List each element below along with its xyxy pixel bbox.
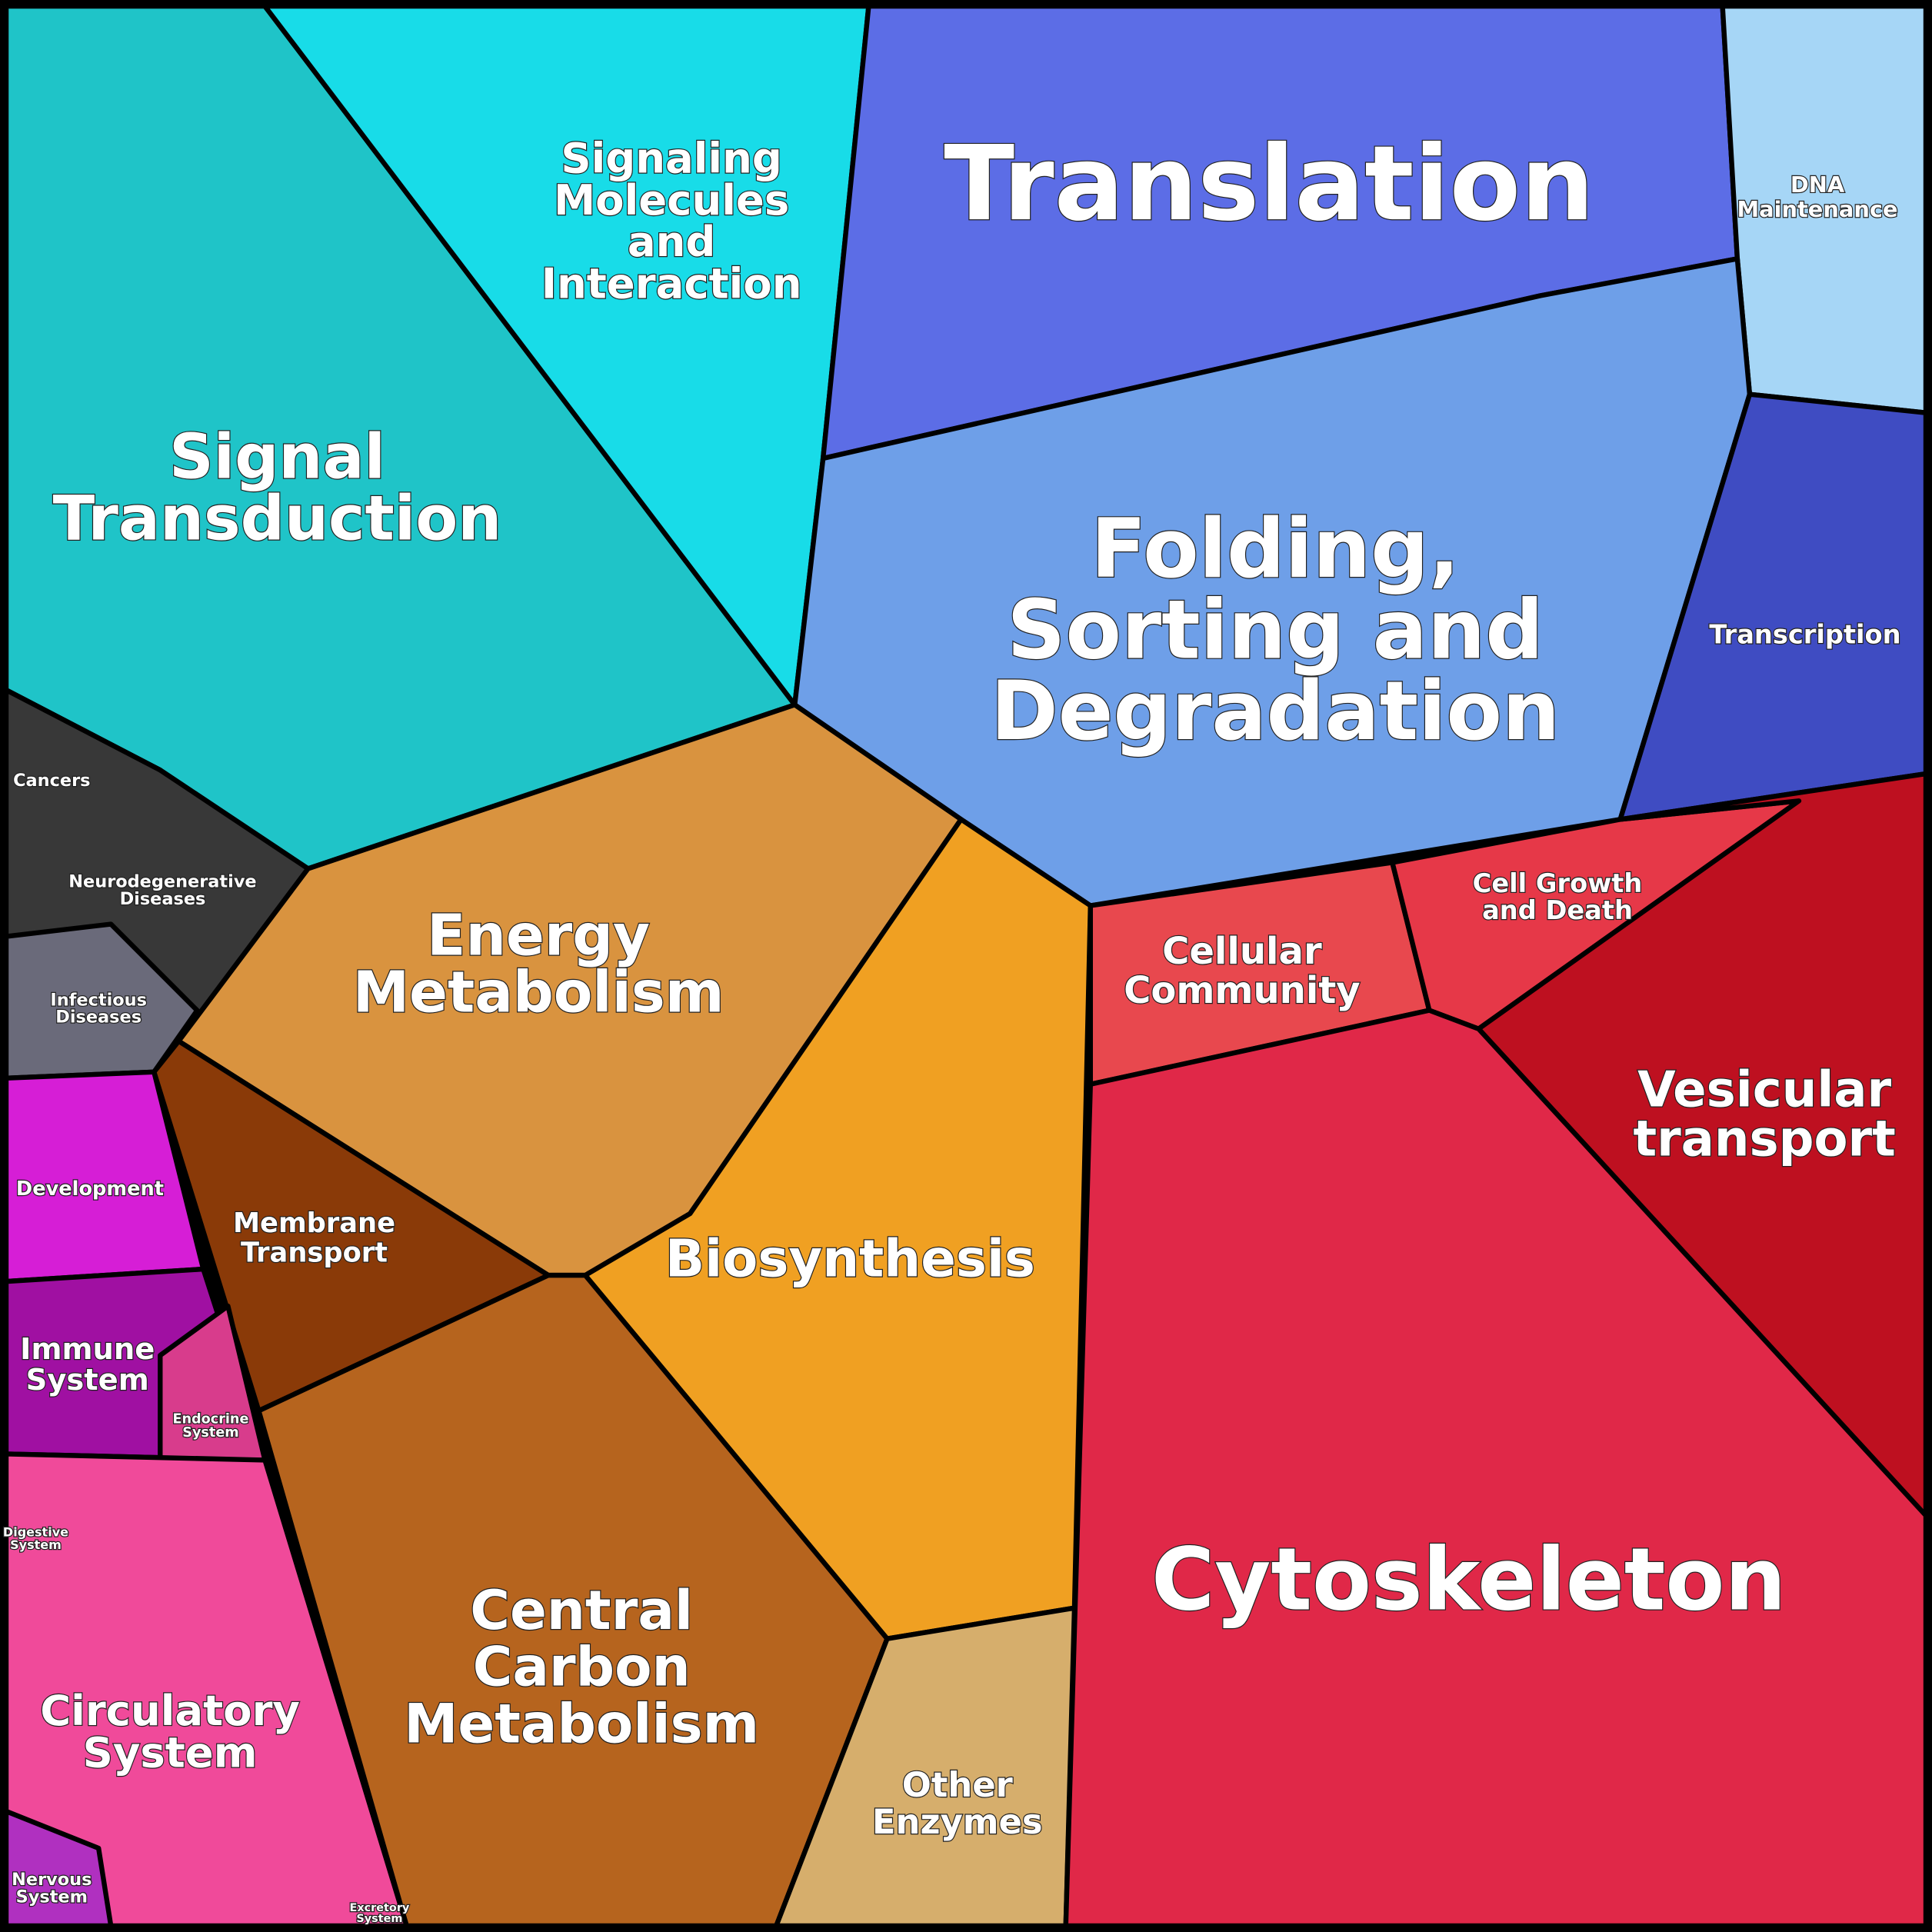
label-line: Signal bbox=[169, 421, 385, 493]
label-line: Vesicular bbox=[1637, 1062, 1891, 1119]
label-line: Cellular bbox=[1162, 930, 1322, 973]
label-line: Membrane bbox=[233, 1208, 395, 1239]
label-line: Circulatory bbox=[40, 1686, 300, 1735]
label-line: Transduction bbox=[53, 483, 502, 555]
region-label: Cancers bbox=[13, 771, 90, 791]
label-line: Central bbox=[470, 1579, 693, 1642]
label-line: Energy bbox=[427, 904, 650, 969]
region-label: Energy Metabolism bbox=[353, 904, 724, 1026]
region-label: Digestive System bbox=[3, 1525, 68, 1552]
region bbox=[1063, 1008, 1929, 1929]
label-line: Excretory bbox=[350, 1902, 410, 1914]
label-line: Transport bbox=[241, 1237, 388, 1268]
label-line: Immune bbox=[20, 1332, 155, 1367]
region-label: Vesicular transport bbox=[1633, 1062, 1895, 1168]
label-line: Signaling bbox=[561, 133, 781, 182]
region-label: DNA Maintenance bbox=[1737, 172, 1897, 222]
region bbox=[3, 1451, 409, 1929]
label-line: Metabolism bbox=[404, 1692, 759, 1755]
region-label: Central Carbon Metabolism bbox=[404, 1579, 759, 1755]
label-line: Endocrine bbox=[172, 1411, 248, 1427]
label-line: and Death bbox=[1482, 895, 1633, 925]
label-line: Maintenance bbox=[1737, 196, 1897, 222]
region-label: Signal Transduction bbox=[53, 421, 502, 555]
label-line: Translation bbox=[944, 123, 1594, 244]
region-label: Development bbox=[16, 1178, 164, 1201]
region-label: Endocrine System bbox=[172, 1411, 248, 1441]
label-line: Carbon bbox=[473, 1636, 691, 1699]
region bbox=[3, 1808, 114, 1929]
region-label: Cytoskeleton bbox=[1151, 1530, 1786, 1630]
label-line: Other bbox=[902, 1764, 1013, 1805]
region-label: Infectious Diseases bbox=[50, 990, 147, 1027]
label-line: Biosynthesis bbox=[665, 1229, 1035, 1289]
region-label: Folding, Sorting and Degradation bbox=[991, 501, 1560, 758]
label-line: System bbox=[182, 1425, 238, 1441]
label-line: Nervous bbox=[12, 1870, 92, 1890]
label-line: Enzymes bbox=[872, 1801, 1043, 1842]
region-label: Immune System bbox=[20, 1332, 155, 1397]
label-line: Diseases bbox=[55, 1008, 142, 1028]
label-line: System bbox=[10, 1537, 62, 1552]
region-label: Signaling Molecules and Interaction bbox=[541, 133, 802, 308]
label-line: Folding, bbox=[1091, 501, 1460, 596]
label-line: Neurodegenerative bbox=[68, 871, 256, 891]
region-label: Translation bbox=[944, 123, 1594, 244]
region-label: Transcription bbox=[1709, 619, 1900, 649]
region-label: Cell Growth and Death bbox=[1473, 868, 1643, 925]
region-label: Biosynthesis bbox=[665, 1229, 1035, 1289]
region-label: Excretory System bbox=[350, 1902, 410, 1925]
region-label: Membrane Transport bbox=[233, 1208, 395, 1268]
label-line: Infectious bbox=[50, 990, 147, 1010]
label-line: System bbox=[83, 1727, 258, 1777]
label-line: Development bbox=[16, 1178, 164, 1201]
label-line: Metabolism bbox=[353, 960, 724, 1025]
label-line: Transcription bbox=[1709, 619, 1900, 649]
label-line: Community bbox=[1124, 969, 1361, 1012]
label-line: System bbox=[356, 1913, 402, 1925]
label-line: Cell Growth bbox=[1473, 868, 1643, 898]
label-line: Cancers bbox=[13, 771, 90, 791]
label-line: Sorting and bbox=[1007, 582, 1544, 677]
label-line: Cytoskeleton bbox=[1151, 1530, 1786, 1630]
label-line: Interaction bbox=[541, 259, 802, 308]
region-label: Circulatory System bbox=[40, 1686, 300, 1777]
label-line: Diseases bbox=[120, 889, 206, 909]
region-label: Nervous System bbox=[12, 1870, 92, 1907]
label-line: and bbox=[628, 217, 716, 266]
region-label: Other Enzymes bbox=[872, 1764, 1043, 1842]
label-line: DNA bbox=[1790, 172, 1845, 198]
label-line: transport bbox=[1633, 1111, 1895, 1168]
region-label: Cellular Community bbox=[1124, 930, 1361, 1012]
label-line: Digestive bbox=[3, 1525, 68, 1540]
region-label: Neurodegenerative Diseases bbox=[68, 871, 256, 908]
label-line: System bbox=[16, 1887, 88, 1907]
label-line: Degradation bbox=[991, 664, 1560, 758]
label-line: System bbox=[26, 1363, 149, 1397]
label-line: Molecules bbox=[554, 175, 789, 225]
